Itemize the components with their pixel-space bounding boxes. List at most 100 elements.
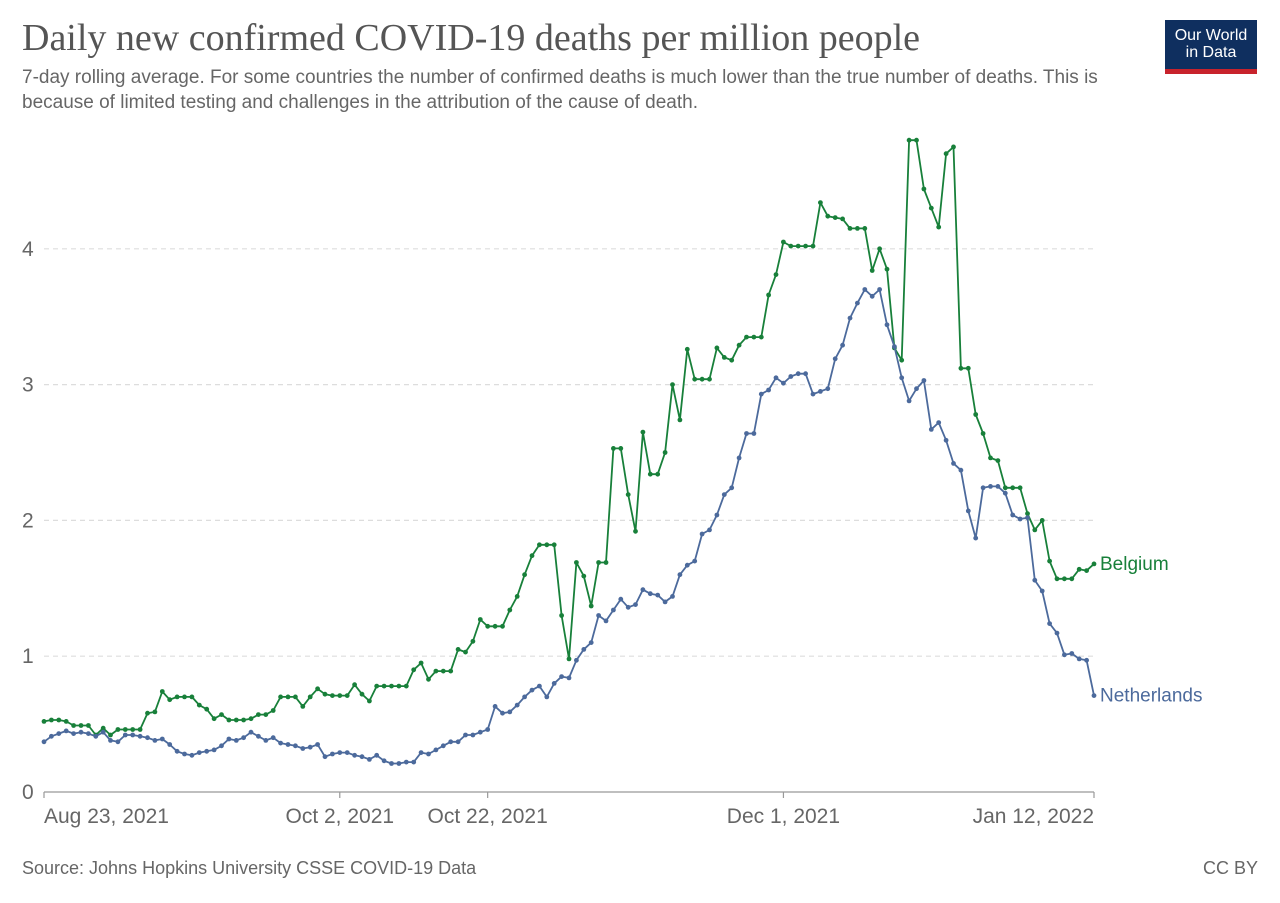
belgium-point[interactable] [825, 213, 831, 219]
netherlands-point[interactable] [670, 594, 675, 599]
netherlands-point[interactable] [1062, 652, 1067, 658]
netherlands-point[interactable] [951, 461, 956, 466]
belgium-point[interactable] [86, 723, 91, 728]
belgium-point[interactable] [781, 239, 786, 245]
belgium-point[interactable] [818, 200, 823, 206]
netherlands-point[interactable] [477, 729, 483, 735]
netherlands-point[interactable] [374, 752, 380, 758]
netherlands-point[interactable] [49, 733, 54, 739]
belgium-point[interactable] [418, 660, 424, 666]
belgium-point[interactable] [973, 412, 979, 417]
belgium-point[interactable] [63, 719, 69, 724]
netherlands-point[interactable] [773, 375, 779, 381]
belgium-point[interactable] [204, 706, 210, 712]
belgium-point[interactable] [211, 716, 217, 722]
belgium-point[interactable] [411, 667, 417, 673]
belgium-point[interactable] [1025, 511, 1030, 516]
netherlands-point[interactable] [152, 738, 158, 743]
netherlands-point[interactable] [647, 591, 653, 597]
belgium-point[interactable] [285, 694, 291, 700]
belgium-point[interactable] [359, 691, 365, 697]
netherlands-point[interactable] [159, 736, 165, 742]
netherlands-point[interactable] [130, 732, 136, 738]
netherlands-point[interactable] [1054, 630, 1060, 636]
netherlands-point[interactable] [655, 592, 661, 598]
belgium-point[interactable] [1032, 527, 1038, 533]
belgium-point[interactable] [463, 649, 468, 655]
netherlands-point[interactable] [855, 300, 860, 306]
belgium-point[interactable] [433, 668, 439, 674]
belgium-point[interactable] [219, 712, 224, 717]
netherlands-point[interactable] [248, 729, 254, 735]
netherlands-point[interactable] [352, 752, 357, 758]
netherlands-point[interactable] [699, 531, 705, 537]
belgium-point[interactable] [514, 594, 520, 599]
belgium-point[interactable] [618, 446, 624, 451]
netherlands-point[interactable] [862, 287, 868, 292]
netherlands-point[interactable] [137, 733, 143, 739]
belgium-point[interactable] [477, 617, 483, 622]
belgium-point[interactable] [1084, 568, 1089, 573]
belgium-point[interactable] [374, 683, 380, 689]
netherlands-point[interactable] [174, 748, 180, 754]
netherlands-point[interactable] [973, 535, 979, 541]
belgium-point[interactable] [684, 346, 690, 352]
netherlands-point[interactable] [285, 742, 291, 747]
netherlands-point[interactable] [115, 739, 121, 745]
belgium-point[interactable] [640, 429, 646, 435]
belgium-point[interactable] [1039, 518, 1045, 523]
belgium-point[interactable] [300, 704, 306, 709]
netherlands-point[interactable] [714, 512, 720, 518]
netherlands-point[interactable] [514, 702, 520, 708]
netherlands-point[interactable] [1076, 656, 1082, 662]
netherlands-point[interactable] [189, 752, 195, 758]
belgium-point[interactable] [122, 727, 128, 732]
netherlands-point[interactable] [41, 739, 47, 745]
netherlands-point[interactable] [56, 731, 62, 736]
belgium-point[interactable] [596, 560, 601, 565]
belgium-point[interactable] [840, 216, 845, 222]
belgium-label[interactable]: Belgium [1100, 554, 1169, 575]
netherlands-point[interactable] [448, 739, 454, 745]
netherlands-point[interactable] [1025, 515, 1030, 521]
belgium-point[interactable] [633, 528, 638, 534]
netherlands-line[interactable] [43, 288, 1095, 765]
netherlands-point[interactable] [78, 729, 84, 735]
netherlands-point[interactable] [529, 687, 535, 693]
netherlands-point[interactable] [611, 607, 616, 613]
netherlands-point[interactable] [440, 743, 446, 749]
netherlands-point[interactable] [758, 391, 764, 397]
belgium-point[interactable] [1010, 485, 1016, 491]
belgium-point[interactable] [130, 727, 136, 732]
belgium-point[interactable] [167, 697, 173, 703]
belgium-point[interactable] [71, 723, 76, 728]
belgium-point[interactable] [455, 647, 461, 652]
netherlands-point[interactable] [729, 485, 735, 491]
netherlands-point[interactable] [988, 484, 993, 489]
belgium-point[interactable] [241, 717, 247, 723]
netherlands-point[interactable] [63, 728, 69, 734]
netherlands-point[interactable] [418, 750, 424, 755]
belgium-point[interactable] [49, 717, 54, 723]
belgium-point[interactable] [537, 542, 542, 548]
belgium-point[interactable] [943, 151, 949, 157]
belgium-point[interactable] [307, 694, 313, 700]
netherlands-point[interactable] [662, 599, 668, 605]
netherlands-point[interactable] [219, 743, 224, 749]
license-link[interactable]: CC BY [1202, 858, 1258, 878]
belgium-point[interactable] [381, 683, 387, 689]
netherlands-point[interactable] [980, 485, 986, 491]
netherlands-point[interactable] [1032, 577, 1038, 583]
netherlands-point[interactable] [307, 744, 313, 750]
belgium-point[interactable] [278, 694, 283, 700]
netherlands-point[interactable] [869, 293, 875, 299]
belgium-point[interactable] [322, 691, 328, 697]
belgium-point[interactable] [936, 224, 942, 230]
belgium-point[interactable] [574, 560, 579, 565]
belgium-point[interactable] [559, 613, 564, 618]
netherlands-point[interactable] [211, 747, 217, 753]
netherlands-point[interactable] [958, 467, 964, 473]
belgium-point[interactable] [485, 623, 491, 629]
netherlands-point[interactable] [500, 710, 505, 716]
belgium-point[interactable] [492, 623, 498, 629]
